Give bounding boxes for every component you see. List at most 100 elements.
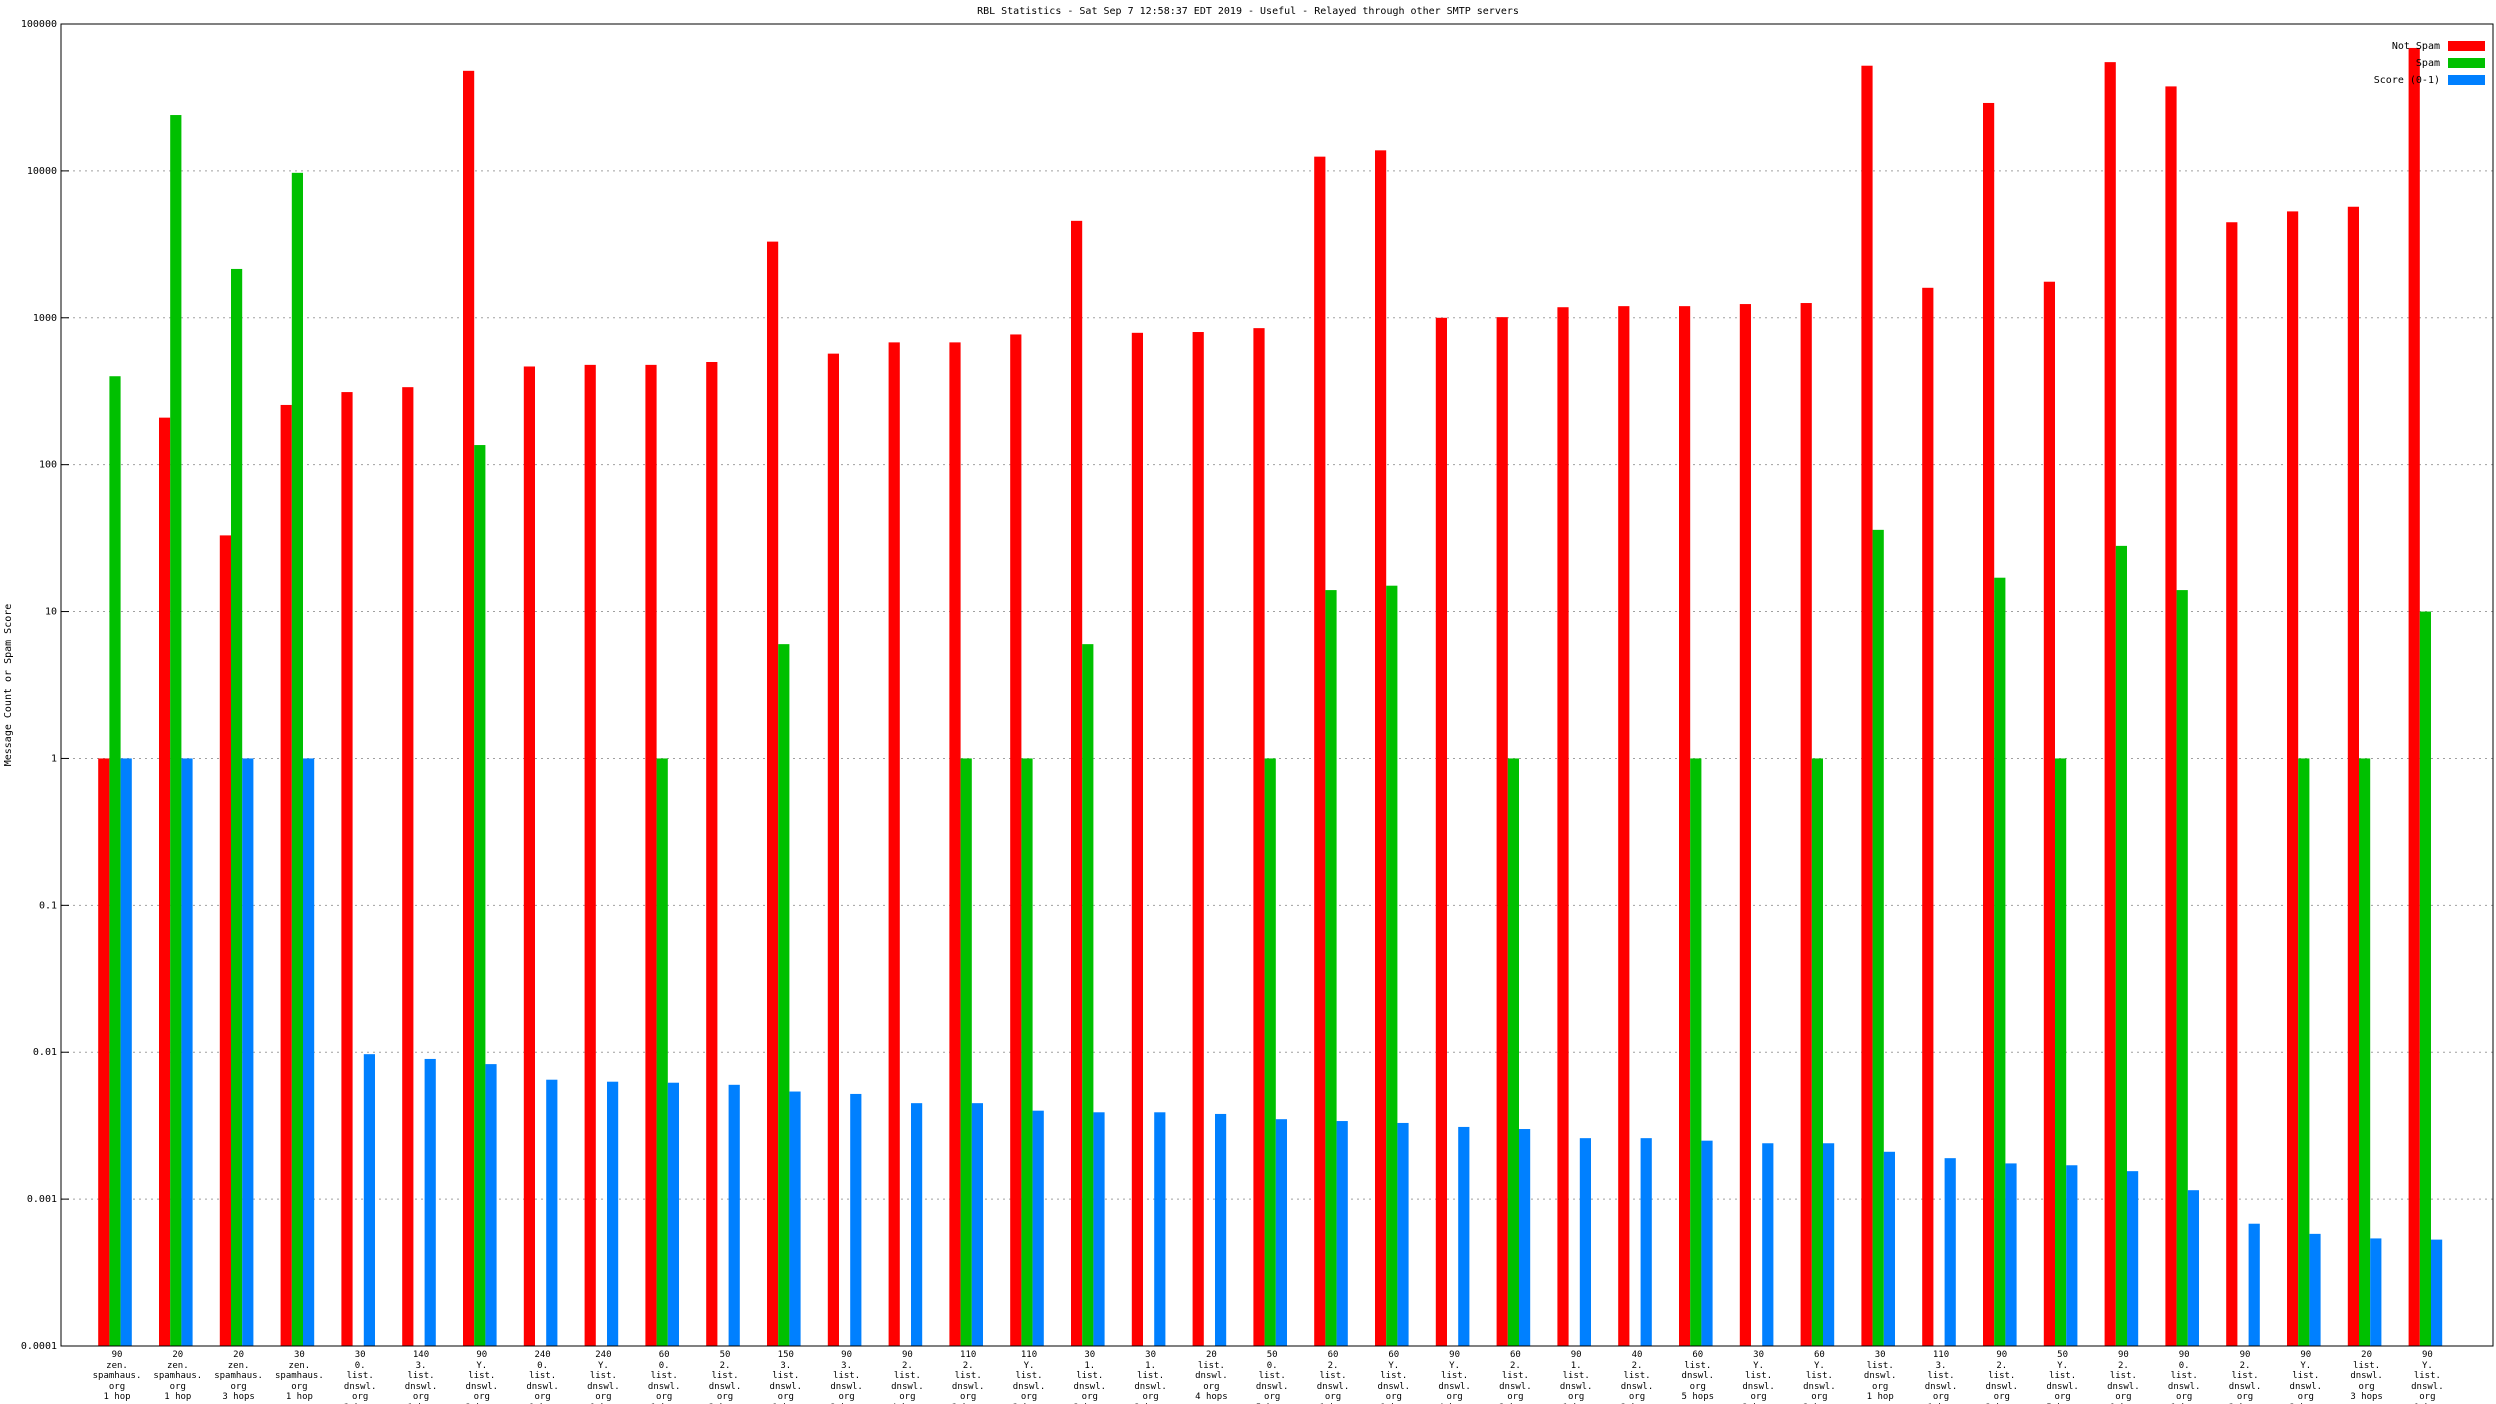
bar (767, 241, 779, 1346)
bar (231, 268, 243, 1346)
bar (1944, 1158, 1956, 1346)
bar (2226, 222, 2238, 1346)
y-tick-label: 100 (39, 460, 57, 471)
bar (960, 758, 972, 1346)
legend-swatch (2448, 75, 2485, 85)
legend-label: Score (0-1) (2374, 75, 2440, 86)
bar (645, 364, 657, 1346)
x-tick-label: 60 Y. list. dnswl. org 2 hops (1803, 1350, 1836, 1404)
x-tick-label: 90 2. list. dnswl. org 1 hop (2107, 1350, 2140, 1404)
x-tick-label: 20 zen. spamhaus. org 3 hops (214, 1350, 263, 1402)
bar (2419, 611, 2431, 1346)
x-tick-label: 30 zen. spamhaus. org 1 hop (275, 1350, 324, 1402)
bar (1215, 1113, 1227, 1346)
bar (2248, 1223, 2260, 1346)
bar (523, 366, 535, 1347)
legend-label: Not Spam (2392, 41, 2440, 52)
x-tick-label: 110 3. list. dnswl. org 1 hop (1924, 1350, 1958, 1404)
bar (2104, 62, 2116, 1347)
bar (2066, 1165, 2078, 1346)
bar (706, 361, 718, 1346)
bar (778, 644, 790, 1346)
bar (656, 758, 668, 1346)
legend-label: Spam (2416, 58, 2440, 69)
chart-title: RBL Statistics - Sat Sep 7 12:58:37 EDT … (977, 6, 1519, 17)
bar (1883, 1151, 1895, 1346)
bar (2359, 758, 2371, 1346)
x-tick-label: 30 list. dnswl. org 1 hop (1863, 1350, 1897, 1402)
bar (1519, 1129, 1531, 1346)
bar (1872, 529, 1884, 1346)
x-tick-label: 90 2. list. dnswl. org 3 hops (2228, 1350, 2262, 1404)
bar (1762, 1143, 1774, 1346)
bar (1314, 156, 1326, 1346)
x-tick-label: 60 Y. list. dnswl. org 1 hop (1377, 1350, 1411, 1404)
bar (789, 1091, 801, 1346)
bar (109, 376, 121, 1347)
bar (1640, 1138, 1652, 1346)
x-tick-label: 30 0. list. dnswl. org 3 hops (343, 1350, 377, 1404)
bar (2187, 1190, 2199, 1346)
y-tick-label: 0.1 (39, 900, 57, 911)
bar (474, 445, 486, 1346)
x-tick-label: 110 Y. list. dnswl. org 3 hops (1012, 1350, 1046, 1404)
bar (242, 758, 254, 1346)
y-tick-label: 10000 (27, 166, 57, 177)
x-tick-label: 30 1. list. dnswl. org 3 hops (1134, 1350, 1167, 1404)
bar (584, 364, 596, 1346)
bar (1579, 1138, 1591, 1346)
bar (1861, 65, 1873, 1347)
bar (1679, 306, 1691, 1346)
bar (1386, 585, 1398, 1346)
bar (2005, 1163, 2017, 1346)
bar (888, 342, 900, 1346)
x-tick-label: 90 2. list. dnswl. org 2 hops (1985, 1350, 2019, 1404)
bar (971, 1103, 983, 1346)
legend-swatch (2448, 41, 2485, 51)
bar (2043, 281, 2055, 1346)
x-tick-label: 90 Y. list. dnswl. org 3 hops (2289, 1350, 2323, 1404)
bar (1375, 150, 1387, 1347)
bar (181, 758, 193, 1346)
x-tick-label: 60 2. list. dnswl. org 2 hops (1499, 1350, 1532, 1404)
bar (1264, 758, 1276, 1346)
bar (485, 1064, 497, 1346)
x-tick-label: 60 2. list. dnswl. org 1 hop (1316, 1350, 1350, 1404)
bar (1800, 303, 1812, 1347)
x-tick-label: 90 3. list. dnswl. org 3 hops (830, 1350, 863, 1404)
bar (2347, 206, 2359, 1346)
bar (2309, 1233, 2321, 1346)
bar (1496, 317, 1508, 1346)
x-tick-label: 90 0. list. dnswl. org 1 hop (2167, 1350, 2201, 1404)
bar (827, 353, 839, 1346)
bar (159, 417, 171, 1346)
y-axis-label: Message Count or Spam Score (3, 604, 14, 767)
bar (1983, 102, 1995, 1346)
x-tick-label: 110 2. list. dnswl. org 3 hops (951, 1350, 985, 1404)
bar (2408, 47, 2420, 1347)
bar (2287, 211, 2299, 1347)
bar (1192, 332, 1204, 1346)
x-tick-label: 50 2. list. dnswl. org 2 hops (708, 1350, 742, 1404)
bar (1032, 1110, 1044, 1346)
bar (2176, 590, 2188, 1346)
bar (1397, 1122, 1409, 1346)
bar (1071, 220, 1083, 1347)
bar (911, 1103, 923, 1346)
bar (2127, 1171, 2139, 1346)
bar (463, 70, 475, 1346)
x-tick-label: 20 list. dnswl. org 3 hops (2350, 1350, 2383, 1402)
x-tick-label: 50 Y. list. dnswl. org 5 hops (2046, 1350, 2079, 1404)
bar (402, 387, 414, 1346)
plot-border (60, 23, 2494, 1347)
y-tick-label: 0.01 (33, 1047, 57, 1058)
x-tick-label: 60 list. dnswl. org 5 hops (1681, 1350, 1715, 1402)
y-tick-label: 10 (45, 607, 57, 618)
x-tick-label: 60 0. list. dnswl. org 1 hop (647, 1350, 681, 1404)
bar (170, 115, 182, 1347)
bar (2431, 1239, 2443, 1346)
bar (607, 1081, 619, 1346)
x-tick-label: 50 0. list. dnswl. org 5 hops (1255, 1350, 1289, 1404)
bar (424, 1058, 436, 1346)
